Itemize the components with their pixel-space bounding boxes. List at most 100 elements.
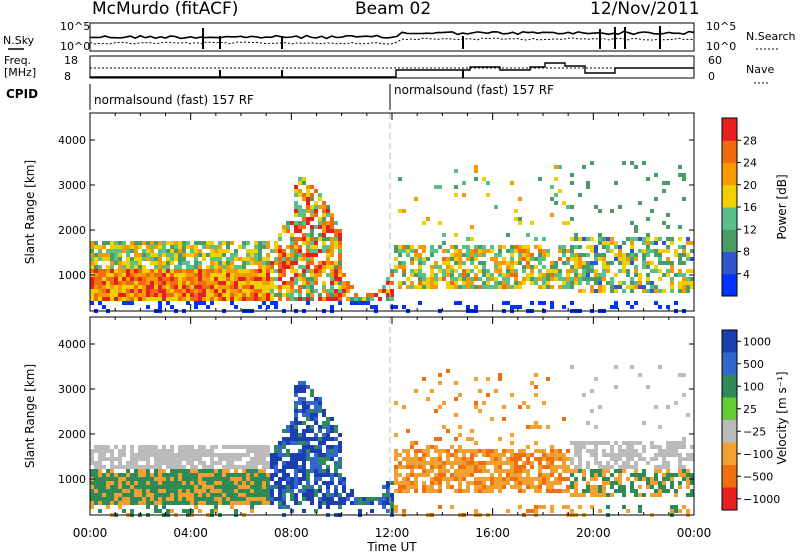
velocity-pixel	[478, 389, 482, 393]
power-pixel	[250, 257, 254, 261]
power-pixel	[306, 261, 310, 265]
power-pixel	[234, 285, 238, 289]
velocity-pixel	[386, 497, 390, 501]
power-pixel	[230, 265, 234, 269]
velocity-pixel	[482, 481, 486, 485]
velocity-pixel	[178, 465, 182, 469]
power-pixel	[414, 197, 418, 201]
velocity-pixel	[298, 457, 302, 461]
velocity-pixel	[310, 401, 314, 405]
power-pixel	[154, 281, 158, 285]
velocity-pixel	[550, 489, 554, 493]
velocity-colorbar-tick-label: 1000	[743, 335, 771, 348]
power-pixel	[390, 281, 394, 285]
power-pixel	[510, 249, 514, 253]
power-pixel	[190, 249, 194, 253]
velocity-pixel	[546, 461, 550, 465]
power-pixel	[334, 297, 338, 301]
velocity-pixel	[182, 509, 186, 513]
power-pixel	[258, 249, 262, 253]
velocity-pixel	[602, 469, 606, 473]
velocity-pixel	[422, 481, 426, 485]
power-pixel	[310, 233, 314, 237]
velocity-pixel	[138, 469, 142, 473]
power-pixel	[354, 297, 358, 301]
velocity-pixel	[466, 437, 470, 441]
power-pixel	[342, 273, 346, 277]
velocity-pixel	[318, 445, 322, 449]
velocity-pixel	[266, 493, 270, 497]
velocity-pixel	[322, 457, 326, 461]
power-pixel	[394, 245, 398, 249]
power-pixel	[166, 261, 170, 265]
velocity-pixel	[142, 473, 146, 477]
power-pixel	[330, 293, 334, 297]
power-pixel	[270, 289, 274, 293]
velocity-pixel	[598, 469, 602, 473]
power-pixel	[530, 301, 534, 305]
velocity-pixel	[142, 489, 146, 493]
velocity-pixel	[314, 433, 318, 437]
power-pixel	[246, 285, 250, 289]
velocity-pixel	[542, 457, 546, 461]
power-pixel	[330, 265, 334, 269]
power-pixel	[542, 301, 546, 305]
power-pixel	[322, 245, 326, 249]
power-pixel	[422, 281, 426, 285]
power-pixel	[246, 281, 250, 285]
power-pixel	[318, 217, 322, 221]
power-pixel	[598, 285, 602, 289]
velocity-pixel	[326, 505, 330, 509]
velocity-pixel	[514, 457, 518, 461]
power-pixel	[514, 249, 518, 253]
velocity-pixel	[618, 449, 622, 453]
power-pixel	[134, 289, 138, 293]
velocity-pixel	[190, 445, 194, 449]
y-tick-label: 2000	[58, 428, 86, 441]
power-pixel	[418, 253, 422, 257]
power-pixel	[602, 273, 606, 277]
velocity-pixel	[562, 461, 566, 465]
power-pixel	[222, 285, 226, 289]
velocity-pixel	[686, 473, 690, 477]
velocity-pixel	[486, 453, 490, 457]
velocity-pixel	[682, 457, 686, 461]
velocity-pixel	[318, 397, 322, 401]
power-pixel	[130, 273, 134, 277]
velocity-pixel	[234, 509, 238, 513]
velocity-pixel	[674, 509, 678, 513]
power-pixel	[154, 257, 158, 261]
velocity-pixel	[178, 449, 182, 453]
power-pixel	[414, 257, 418, 261]
power-pixel	[450, 265, 454, 269]
velocity-pixel	[94, 473, 98, 477]
power-pixel	[266, 297, 270, 301]
velocity-pixel	[510, 461, 514, 465]
velocity-pixel	[126, 461, 130, 465]
power-pixel	[526, 233, 530, 237]
noise-tick-top-left: 10^5	[60, 20, 90, 33]
velocity-pixel	[614, 441, 618, 445]
power-pixel	[294, 289, 298, 293]
power-pixel	[522, 249, 526, 253]
power-pixel	[610, 289, 614, 293]
velocity-pixel	[210, 501, 214, 505]
velocity-pixel	[286, 425, 290, 429]
velocity-pixel	[338, 449, 342, 453]
power-pixel	[218, 253, 222, 257]
power-pixel	[326, 293, 330, 297]
velocity-pixel	[414, 389, 418, 393]
velocity-pixel	[638, 509, 642, 513]
power-pixel	[402, 249, 406, 253]
power-pixel	[398, 209, 402, 213]
velocity-pixel	[498, 377, 502, 381]
cpid-label: CPID	[6, 87, 38, 101]
velocity-pixel	[110, 477, 114, 481]
power-pixel	[90, 289, 94, 293]
power-pixel	[462, 181, 466, 185]
velocity-pixel	[278, 489, 282, 493]
power-pixel	[298, 205, 302, 209]
velocity-pixel	[230, 461, 234, 465]
velocity-colorbar-tick-label: −100	[743, 448, 773, 461]
power-pixel	[518, 261, 522, 265]
